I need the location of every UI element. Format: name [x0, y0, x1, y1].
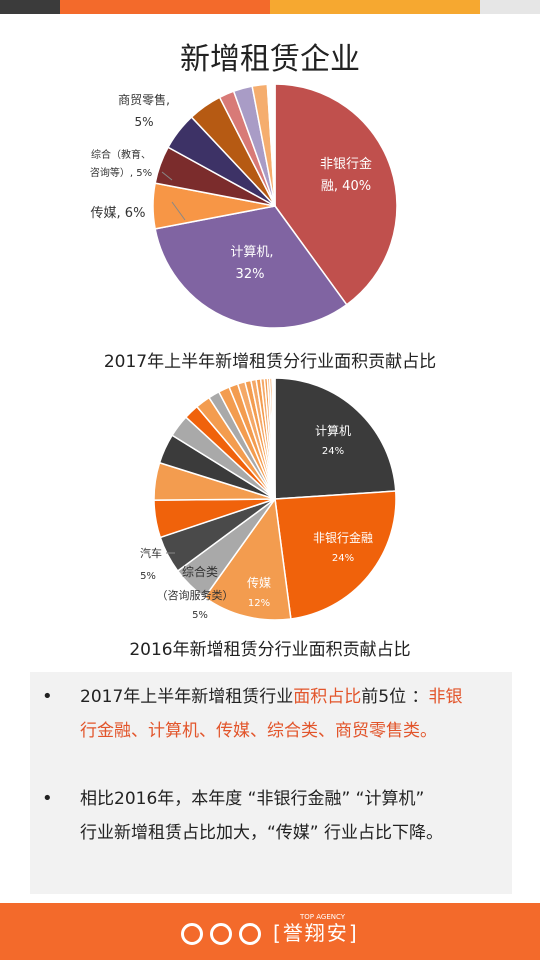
label-2016-media-2: 12%	[248, 598, 270, 609]
label-2017-comp-2: 32%	[236, 267, 265, 282]
label-2017-fin-1: 非银行金	[320, 156, 372, 172]
logo-ring-icon-2	[210, 923, 232, 945]
summary-box: • 2017年上半年新增租赁行业面积占比前5位 ：非银 行金融、计算机、传媒、综…	[30, 672, 512, 894]
label-2017-misc-1: 综合（教育、	[91, 148, 151, 161]
leader-line-misc	[161, 171, 173, 181]
label-2016-fin-2: 24%	[332, 553, 354, 564]
label-2016-misc-1: 综合类	[182, 564, 218, 579]
bullet-2-line-2: 行业新增租赁占比加大，“传媒” 行业占比下降。	[80, 823, 444, 843]
logo-ring-icon-3	[239, 923, 261, 945]
brand-name: [誉翔安]	[273, 921, 359, 945]
bullet-1-text-c: 前5位 ：	[361, 687, 429, 707]
brand-name-text: 誉翔安	[282, 921, 349, 945]
pie-2017-slice-9	[266, 83, 276, 207]
pie-chart-2016: 计算机 24% 非银行金融 24% 传媒 12% 汽车 5% 综合类 （咨询服务…	[140, 377, 397, 621]
label-2016-media-1: 传媒	[247, 575, 271, 590]
pie-2017-slice-1	[154, 205, 348, 329]
pie-2017-slice-0	[274, 83, 398, 306]
bullet-dot-2: •	[42, 788, 53, 809]
label-2016-auto-2: 5%	[140, 571, 156, 582]
bullet-text-2: 相比2016年，本年度 “非银行金融” “计算机” 行业新增租赁占比加大，“传媒…	[80, 782, 500, 850]
label-2017-comp-1: 计算机,	[230, 245, 273, 260]
footer-bar: TOP AGENCY [誉翔安]	[0, 903, 540, 960]
bullet-1-text-a: 2017年上半年新增租赁行业	[80, 687, 294, 707]
pie-2016-slice-2	[203, 497, 292, 621]
label-2017-fin-2: 融, 40%	[321, 179, 371, 194]
pie-2016-slice-23	[272, 377, 276, 500]
brand-english: TOP AGENCY	[300, 913, 346, 921]
bullet-2-line-1: 相比2016年，本年度 “非银行金融” “计算机”	[80, 789, 425, 809]
top-bar-dark-segment	[0, 0, 60, 14]
top-bar	[0, 0, 540, 14]
chart-title-2016: 2016年新增租赁分行业面积贡献占比	[129, 640, 411, 660]
label-2016-fin-1: 非银行金融	[313, 530, 373, 545]
bullet-1-highlight-nonbank: 非银	[428, 687, 463, 707]
label-2017-retail-2: 5%	[134, 115, 153, 129]
bullet-1-highlight-list: 行金融、计算机、传媒、综合类、商贸零售类。	[80, 721, 437, 741]
bullet-1-highlight-area: 面积占比	[293, 687, 362, 707]
bullet-text-1: 2017年上半年新增租赁行业面积占比前5位 ：非银 行金融、计算机、传媒、综合类…	[80, 680, 500, 748]
top-bar-orange-segment	[60, 0, 270, 14]
chart-title-2017: 2017年上半年新增租赁分行业面积贡献占比	[103, 352, 437, 372]
label-2017-misc-2: 咨询等）, 5%	[90, 166, 152, 179]
top-bar-gray-segment	[480, 0, 540, 14]
label-2016-misc-2: （咨询服务类）	[157, 588, 234, 602]
pie-chart-2017: 非银行金 融, 40% 计算机, 32% 传媒, 6% 综合（教育、 咨询等）,…	[90, 83, 398, 329]
pie-2016-slice-0	[274, 377, 397, 500]
label-2017-media: 传媒, 6%	[91, 206, 146, 221]
bullet-dot-1: •	[42, 686, 53, 707]
label-2016-comp-2: 24%	[322, 446, 344, 457]
label-2016-misc-3: 5%	[192, 610, 208, 621]
top-bar-amber-segment	[270, 0, 480, 14]
label-2017-retail-1: 商贸零售,	[118, 92, 170, 107]
pie-2016-slice-1	[274, 490, 397, 620]
logo-ring-icon-1	[181, 923, 203, 945]
page-title: 新增租赁企业	[180, 42, 360, 77]
label-2016-auto-1: 汽车	[140, 546, 162, 560]
leader-line-retail	[171, 201, 186, 221]
label-2016-comp-1: 计算机	[315, 423, 351, 438]
